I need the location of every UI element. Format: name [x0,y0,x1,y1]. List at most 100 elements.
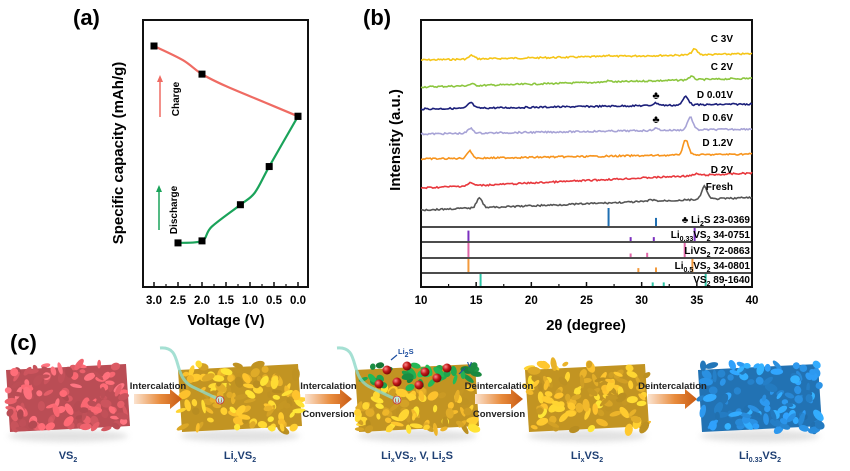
nanosheet-flake [234,394,248,400]
nanosheet-flake [367,373,377,383]
nanosheet-flake [270,376,279,390]
stage-1-cluster [4,358,130,442]
nanosheet-flake [794,385,802,395]
nanosheet-flake [249,421,256,429]
nanosheet-flake [727,374,734,381]
nanosheet-flake [364,425,374,434]
nanosheet-flake [201,399,206,414]
nanosheet-flake [176,423,189,431]
nanosheet-flake [376,413,381,420]
nanosheet-flake [615,392,627,403]
process-label: Intercalation [300,381,357,392]
nanosheet-flake [186,375,195,383]
nanosheet-flake [753,363,760,369]
nanosheet-flake [114,384,122,397]
nanosheet-flake [57,370,66,384]
nanosheet-flake [49,417,54,424]
nanosheet-flake [41,366,50,373]
nanosheet-flake [354,408,362,417]
nanosheet-flake [755,376,764,385]
x-tick-label-b: 35 [690,295,703,307]
nanosheet-flake [467,362,478,372]
nanosheet-flake [635,376,641,386]
nanosheet-flake [544,391,553,397]
stage-2-cluster: Li [159,346,307,442]
nanosheet-flake [438,392,447,399]
xrd-pattern-d-0-6v [420,116,753,136]
nanosheet-flake [212,375,225,382]
nanosheet-flake [204,406,214,414]
nanosheet-flake [450,365,457,377]
nanosheet-flake [536,360,551,370]
nanosheet-flake [714,411,720,421]
nanosheet-flake [569,425,580,434]
nanosheet-flake [110,362,121,371]
nanosheet-flake [440,426,448,432]
nanosheet-flake [226,391,233,399]
x-ticks-a: 3.0 2.5 2.0 1.5 1.0 0.5 0.0 [146,282,306,307]
xrd-pattern-fresh [420,184,753,212]
nanosheet-flake [571,394,582,401]
nanosheet-flake [116,412,129,420]
stage-label: Li0.33VS2 [739,450,781,464]
nanosheet-flake [292,408,306,414]
nanosheet-flake [747,379,755,385]
nanosheet-flake [792,362,800,370]
nanosheet-flake [263,405,273,412]
series-line-discharge [177,115,299,244]
nanosheet-flake [401,373,414,380]
vanadium-particle [402,361,412,371]
nanosheet-flake [57,362,63,375]
nanosheet-flake [427,391,439,401]
nanosheet-flake [260,375,269,386]
nanosheet-flake [399,399,410,408]
x-tick-label-a: 2.0 [194,295,210,307]
nanosheet-flake [721,393,729,404]
xrd-pattern-d-2v [420,171,753,190]
nanosheet-flake [79,407,89,414]
nanosheet-flake [105,380,115,385]
nanosheet-flake [609,410,622,417]
nanosheet-flake [261,365,269,373]
nanosheet-flake [23,386,33,400]
nanosheet-flake [786,413,796,423]
nanosheet-flake [427,378,436,387]
nanosheet-flake [63,416,74,427]
nanosheet-flake [565,393,571,402]
nanosheet-flake [584,407,591,420]
nanosheet-flake [6,408,14,417]
stage-label: LixVS2 [224,450,256,464]
nanosheet-flake [110,415,119,420]
nanosheet-flake [467,424,481,433]
stage-label: VS2 [59,450,78,464]
series-label: D 0.01V [697,90,733,101]
nanosheet-flake [50,366,57,376]
x-tick-label-a: 0.0 [290,295,306,307]
nanosheet-flake [696,395,706,402]
nanosheet-flake [184,399,192,412]
nanosheet-flake [550,357,557,371]
nanosheet-flake [289,423,298,432]
nanosheet-flake [455,420,465,427]
nanosheet-flake [699,360,707,372]
data-marker-discharge [198,237,206,245]
nanosheet-flake [747,405,760,412]
nanosheet-flake [770,409,777,421]
nanosheet-flake [798,412,805,426]
nanosheet-flake [713,402,724,414]
nanosheet-flake [728,411,743,417]
nanosheet-flake [201,373,215,382]
nanosheet-flake [97,359,102,369]
nanosheet-flake [26,369,39,374]
nanosheet-flake [43,389,54,396]
nanosheet-flake [541,396,555,404]
nanosheet-flake [188,365,195,378]
nanosheet-flake [257,421,268,429]
x-tick-label-a: 3.0 [146,295,162,307]
vanadium-particle [432,373,442,383]
stage-4-cluster [522,357,652,442]
nanosheet-flake [382,409,390,416]
nanosheet-flake [527,366,541,375]
nanosheet-flake [79,423,92,431]
nanosheet-flake [701,369,712,380]
